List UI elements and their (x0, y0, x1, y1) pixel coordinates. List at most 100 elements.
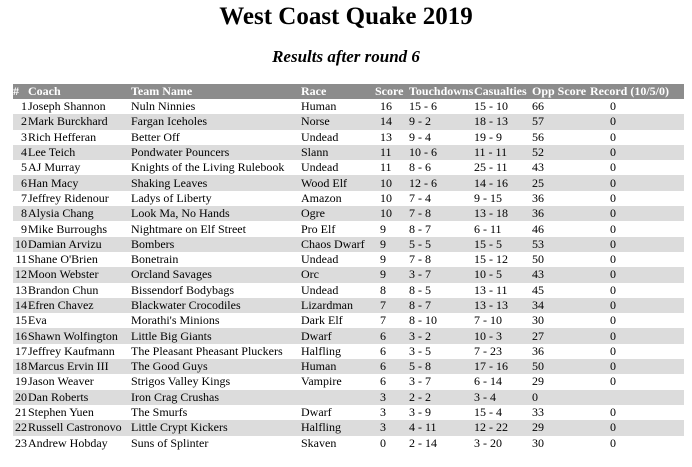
cell-opp-score: 25 (532, 175, 590, 191)
cell-num: 11 (15, 252, 27, 267)
cell-team: Blackwater Crocodiles (131, 297, 301, 314)
cell-opp-score: 45 (532, 282, 544, 297)
cell-opp-score: 57 (532, 114, 590, 130)
table-row: 4 Lee Teich Pondwater Pouncers Slann 11 10 - … (13, 144, 684, 161)
col-header-touchdowns[interactable]: Touchdowns (409, 84, 474, 99)
cell-coach: Russell Castronovo (27, 420, 131, 436)
table-row: 12 Moon Webster Orcland Savages Orc 9 3 - 7 10… (13, 267, 684, 283)
cell-race: Halfling (301, 420, 375, 436)
cell-opp-score: 66 (532, 99, 544, 114)
table-row: 22 Russell Castronovo Little Crypt Kickers… (13, 420, 684, 436)
cell-coach: Lee Teich (27, 144, 131, 161)
cell-coach: Moon Webster (27, 267, 131, 283)
cell-num: 6 (13, 175, 27, 191)
header-row: # Coach Team Name Race Score Touchdowns … (13, 84, 684, 99)
cell-coach: Andrew Hobday (28, 435, 108, 450)
cell-score: 9 (375, 236, 409, 252)
cell-opp-score: 33 (532, 405, 544, 420)
cell-touchdowns: 3 - 7 (409, 267, 474, 283)
cell-coach: Dan Roberts (27, 389, 131, 405)
cell-touchdowns: 3 - 9 (409, 405, 431, 420)
cell-touchdowns: 8 - 7 (409, 221, 431, 236)
table-row: 14 Efren Chavez Blackwater Crocodiles Lizar… (13, 297, 684, 314)
cell-num: 9 (21, 221, 27, 236)
cell-score: 3 (380, 405, 386, 420)
cell-race: Slann (301, 144, 375, 161)
cell-coach: Jason Weaver (28, 374, 94, 389)
cell-race: Human (301, 99, 337, 114)
cell-race: Human (301, 359, 375, 375)
cell-race: Dwarf (301, 405, 332, 420)
cell-record: 0 (610, 313, 616, 328)
cell-opp-score: 36 (532, 343, 544, 358)
cell-score: 9 (380, 252, 386, 267)
cell-opp-score: 30 (532, 313, 544, 328)
cell-num: 13 (15, 282, 27, 297)
cell-touchdowns: 5 - 8 (409, 359, 474, 375)
col-header-race[interactable]: Race (301, 84, 375, 99)
cell-score: 6 (380, 374, 386, 389)
col-header-team[interactable]: Team Name (131, 84, 301, 99)
cell-score: 3 (375, 420, 409, 436)
cell-coach: Marcus Ervin III (27, 359, 131, 375)
cell-score: 3 (375, 389, 409, 405)
cell-num: 23 (15, 435, 27, 450)
cell-record: 0 (610, 160, 616, 175)
cell-casualties: 10 - 5 (474, 267, 532, 283)
cell-record: 0 (590, 175, 684, 191)
cell-record: 0 (590, 328, 684, 344)
cell-touchdowns: 4 - 11 (409, 420, 474, 436)
cell-record: 0 (610, 343, 616, 358)
cell-race: Lizardman (301, 297, 375, 314)
cell-opp-score: 43 (532, 160, 544, 175)
cell-touchdowns: 9 - 2 (409, 114, 474, 130)
cell-coach: Han Macy (27, 175, 131, 191)
cell-team: The Good Guys (131, 359, 301, 375)
cell-race: Ogre (301, 206, 375, 222)
cell-touchdowns: 8 - 10 (409, 313, 437, 328)
cell-opp-score: 50 (532, 359, 590, 375)
cell-score: 9 (380, 221, 386, 236)
cell-opp-score: 46 (532, 221, 544, 236)
cell-race: Norse (301, 114, 375, 130)
col-header-score[interactable]: Score (375, 84, 409, 99)
table-row: 18 Marcus Ervin III The Good Guys Human 6 5 -… (13, 359, 684, 375)
cell-opp-score: 0 (532, 389, 590, 405)
cell-team: Suns of Splinter (131, 435, 209, 450)
cell-record: 0 (610, 282, 616, 297)
col-header-record[interactable]: Record (10/5/0) (590, 84, 684, 99)
col-header-casualties[interactable]: Casualties (474, 84, 532, 99)
cell-casualties: 9 - 15 (474, 190, 502, 205)
cell-race: Amazon (301, 190, 342, 205)
col-header-num[interactable]: # (13, 84, 27, 99)
cell-score: 6 (375, 328, 409, 344)
cell-coach: Damian Arvizu (27, 236, 131, 252)
cell-touchdowns: 7 - 4 (409, 190, 431, 205)
cell-record: 0 (590, 236, 684, 252)
cell-num: 1 (21, 99, 27, 114)
cell-team: Fargan Iceholes (131, 114, 301, 130)
cell-score: 16 (380, 99, 392, 114)
cell-score: 14 (375, 114, 409, 130)
cell-touchdowns: 3 - 2 (409, 328, 474, 344)
cell-team: Knights of the Living Rulebook (131, 160, 285, 175)
col-header-opp-score[interactable]: Opp Score (532, 84, 590, 99)
cell-record: 0 (590, 267, 684, 283)
table-row: 9 Mike Burroughs Nightmare on Elf Street Pr… (13, 221, 684, 236)
cell-opp-score: 29 (532, 374, 544, 389)
cell-casualties: 14 - 16 (474, 175, 532, 191)
cell-record: 0 (610, 374, 616, 389)
cell-opp-score: 27 (532, 328, 590, 344)
table-row: 5 AJ Murray Knights of the Living Rulebook… (13, 160, 684, 175)
col-header-coach[interactable]: Coach (27, 84, 131, 99)
cell-team: Bombers (131, 236, 301, 252)
cell-team: Bonetrain (131, 252, 179, 267)
cell-race: Chaos Dwarf (301, 236, 375, 252)
cell-casualties: 3 - 4 (474, 389, 532, 405)
table-row: 19 Jason Weaver Strigos Valley Kings Vampir… (13, 374, 684, 389)
table-row: 16 Shawn Wolfington Little Big Giants Dwarf… (13, 328, 684, 344)
cell-opp-score: 56 (532, 129, 544, 144)
cell-record: 0 (590, 114, 684, 130)
cell-race: Wood Elf (301, 175, 375, 191)
cell-coach: Alysia Chang (27, 206, 131, 222)
